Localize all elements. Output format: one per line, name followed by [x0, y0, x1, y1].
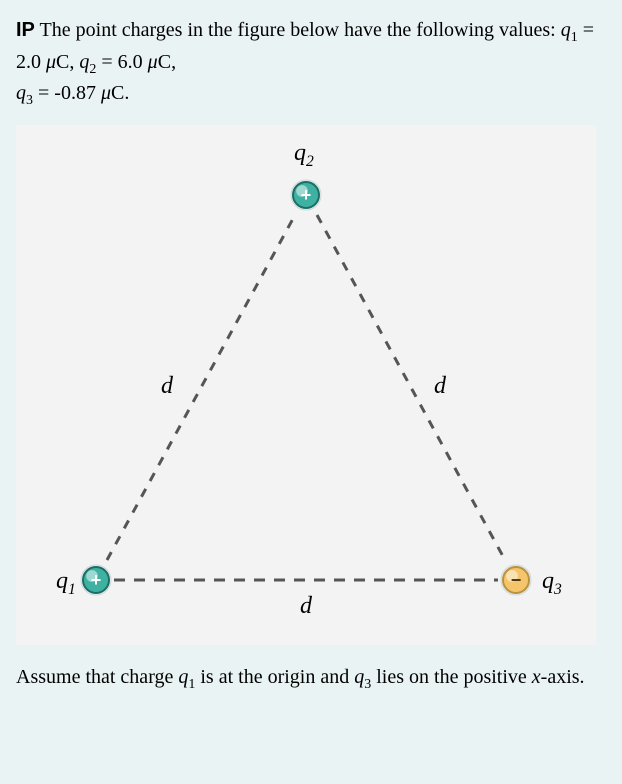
c1: C [56, 51, 69, 73]
q2-symbol: q [79, 51, 89, 73]
q3-symbol: q [16, 82, 26, 104]
mu2: μ [148, 51, 158, 73]
footer-q3-sym: q [354, 666, 364, 688]
q3-value: -0.87 [54, 82, 101, 104]
c3: C [111, 82, 124, 104]
ip-label: IP [16, 19, 35, 41]
svg-text:d: d [161, 373, 174, 399]
svg-text:q3: q3 [542, 568, 562, 598]
svg-text:+: + [91, 570, 102, 590]
svg-text:q1: q1 [56, 568, 76, 598]
eq3: = [33, 82, 54, 104]
svg-text:q2: q2 [294, 140, 314, 170]
mu1: μ [46, 51, 56, 73]
triangle-diagram: d d d + q1 + q2 −q3 [16, 125, 596, 645]
mu3: μ [101, 82, 111, 104]
svg-text:−: − [511, 570, 522, 590]
footer-mid: is at the origin and [195, 666, 354, 688]
footer-x: x [532, 666, 541, 688]
q2-value: 6.0 [118, 51, 148, 73]
q3-sub: 3 [26, 93, 33, 108]
figure: d d d + q1 + q2 −q3 [16, 125, 596, 645]
svg-text:d: d [434, 373, 447, 399]
footer-pre: Assume that charge [16, 666, 178, 688]
q1-value: 2.0 [16, 51, 46, 73]
c2: C [158, 51, 171, 73]
footer-statement: Assume that charge q1 is at the origin a… [16, 663, 606, 695]
eq1: = [578, 19, 594, 41]
svg-text:d: d [300, 593, 313, 619]
footer-post: lies on the positive [371, 666, 532, 688]
period: . [124, 82, 129, 104]
problem-statement: IP The point charges in the figure below… [16, 16, 606, 111]
svg-text:+: + [301, 185, 312, 205]
comma1: , [69, 51, 79, 73]
footer-tail: -axis. [541, 666, 585, 688]
q1-sub: 1 [571, 30, 578, 45]
q1-symbol: q [561, 19, 571, 41]
eq2: = [96, 51, 117, 73]
comma2: , [171, 51, 176, 73]
footer-q1-sym: q [178, 666, 188, 688]
problem-prefix: The point charges in the figure below ha… [35, 19, 561, 41]
